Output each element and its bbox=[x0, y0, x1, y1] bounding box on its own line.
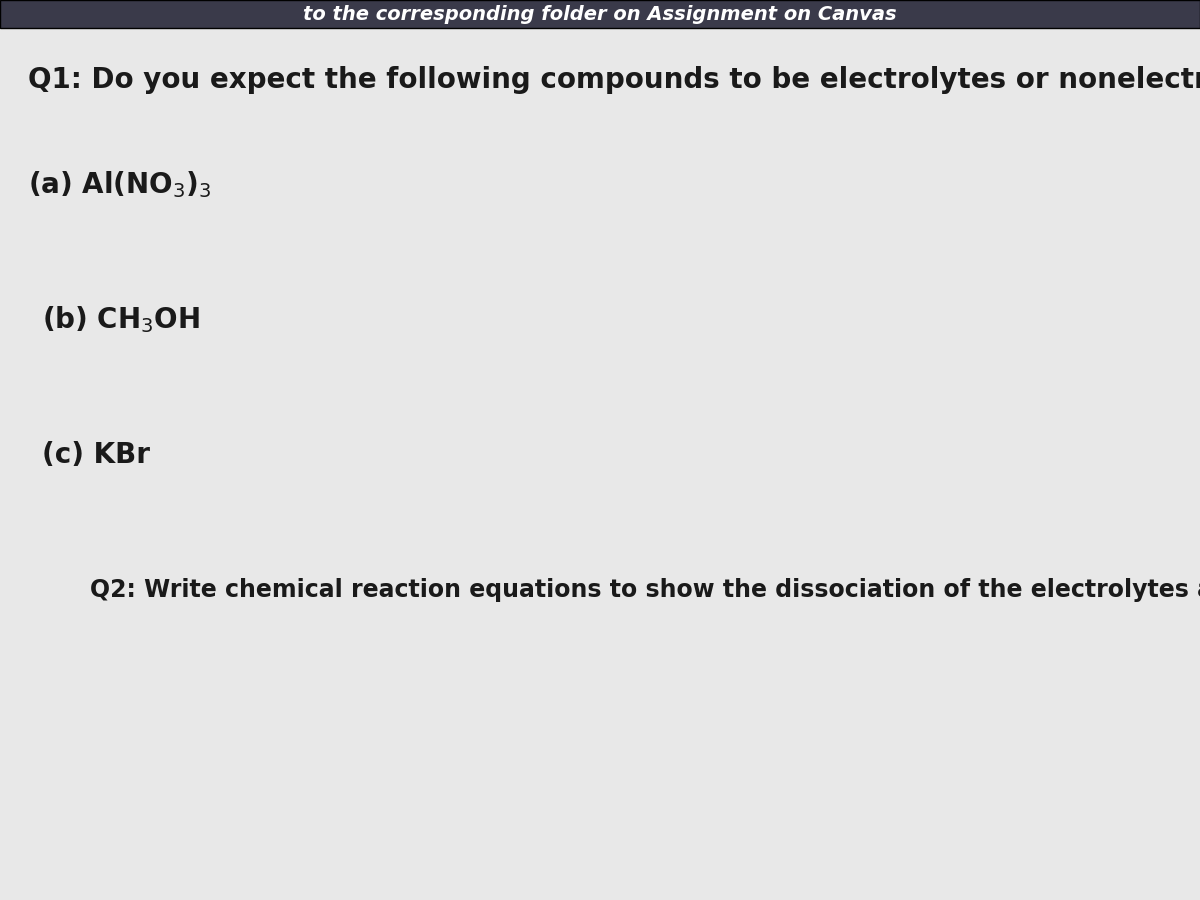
Text: Q2: Write chemical reaction equations to show the dissociation of the electrolyt: Q2: Write chemical reaction equations to… bbox=[90, 578, 1200, 602]
FancyBboxPatch shape bbox=[0, 0, 1200, 28]
Text: (a) Al(NO$_3$)$_3$: (a) Al(NO$_3$)$_3$ bbox=[28, 169, 211, 201]
Text: to the corresponding folder on Assignment on Canvas: to the corresponding folder on Assignmen… bbox=[304, 4, 896, 23]
Text: (c) KBr: (c) KBr bbox=[42, 441, 150, 469]
Text: Q1: Do you expect the following compounds to be electrolytes or nonelectrolytes?: Q1: Do you expect the following compound… bbox=[28, 66, 1200, 94]
Text: (b) CH$_3$OH: (b) CH$_3$OH bbox=[42, 304, 200, 336]
